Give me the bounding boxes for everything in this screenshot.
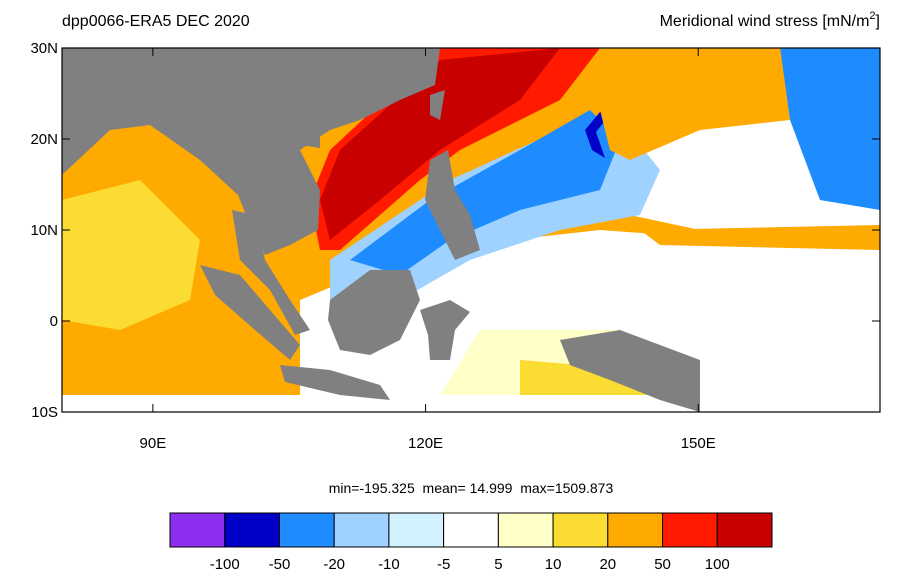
- lat-tick-label: 20N: [30, 131, 58, 148]
- land-mass: [300, 125, 320, 148]
- stats: min=-195.325 mean= 14.999 max=1509.873: [329, 480, 614, 496]
- colorbar-box: [224, 512, 280, 548]
- lat-tick-label: 30N: [30, 40, 58, 57]
- land-mass: [232, 210, 310, 335]
- land-mass: [328, 270, 420, 355]
- field-region: [320, 48, 560, 240]
- field-region: [350, 110, 620, 275]
- colorbar-box: [443, 512, 499, 548]
- colorbar-label: 5: [494, 556, 502, 573]
- colorbar-label: -5: [437, 556, 450, 573]
- colorbar: -100 -50 -20 -10 -5 5 10 20 50 100: [169, 512, 773, 573]
- land-mass: [560, 330, 700, 412]
- colorbar-label: 100: [705, 556, 730, 573]
- lon-tick-label: 120E: [408, 435, 443, 452]
- colorbar-box: [607, 512, 664, 548]
- field-region: [640, 225, 880, 250]
- title-superscript: 2: [869, 10, 875, 22]
- colorbar-box: [662, 512, 718, 548]
- colorbar-label: 50: [654, 556, 671, 573]
- lat-tick-label: 0: [50, 313, 58, 330]
- title-closing: ]: [876, 13, 880, 30]
- colorbar-box: [278, 512, 335, 548]
- land-mass: [280, 365, 390, 400]
- colorbar-label: -100: [210, 556, 240, 573]
- field-region: [310, 48, 600, 250]
- lon-tick-label: 90E: [140, 435, 167, 452]
- colorbar-label: -50: [269, 556, 291, 573]
- land-mass: [200, 265, 300, 360]
- field-region: [780, 48, 880, 210]
- axis-ticks: 30N 20N 10N 0 10S 90E 120E 150E: [30, 40, 880, 452]
- lat-tick-label: 10N: [30, 222, 58, 239]
- land-mass: [62, 48, 440, 255]
- lon-tick-label: 150E: [681, 435, 716, 452]
- land-mass: [430, 90, 445, 120]
- field: [62, 48, 880, 412]
- colorbar-label: -10: [378, 556, 400, 573]
- land-mass: [420, 300, 470, 360]
- title-right-text: Meridional wind stress [mN/m: [660, 13, 870, 30]
- colorbar-box: [716, 512, 773, 548]
- field-region: [300, 230, 880, 412]
- field-region: [62, 180, 200, 330]
- title-left: dpp0066-ERA5 DEC 2020: [62, 13, 250, 30]
- colorbar-box: [169, 512, 226, 548]
- lat-tick-label: 10S: [31, 404, 58, 421]
- colorbar-label: -20: [323, 556, 345, 573]
- colorbar-box: [552, 512, 609, 548]
- colorbar-label: 20: [599, 556, 616, 573]
- colorbar-box: [497, 512, 554, 548]
- colorbar-box: [333, 512, 390, 548]
- land: [62, 48, 700, 412]
- colorbar-label: 10: [545, 556, 562, 573]
- field-region: [62, 395, 880, 412]
- field-region: [585, 112, 612, 158]
- land-mass: [425, 150, 480, 260]
- colorbar-box: [388, 512, 445, 548]
- field-region: [600, 48, 790, 160]
- title-right: Meridional wind stress [mN/m2]: [660, 10, 880, 30]
